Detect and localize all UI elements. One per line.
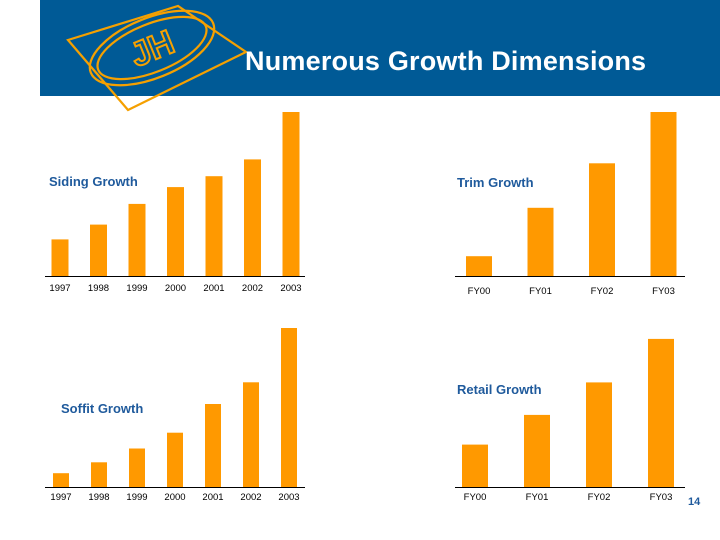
bar-fy03 [648, 338, 674, 487]
bar-1998 [91, 462, 107, 487]
slide-title: Numerous Growth Dimensions [245, 46, 647, 76]
x-tick-label: 2000 [164, 492, 185, 503]
siding-growth-chart: Siding Growth 1997 1998 1999 2000 2001 2002 200… [45, 112, 305, 294]
x-tick-label: FY01 [526, 492, 549, 503]
soffit-growth-chart: Soffit Growth 1997 1998 1999 2000 2001 2002 200… [45, 328, 305, 503]
bar-2003 [282, 112, 300, 276]
bar-1999 [129, 448, 145, 487]
bar-2001 [205, 404, 221, 487]
bar-2000 [167, 187, 184, 276]
x-tick-label: 1999 [126, 492, 147, 503]
chart-title: Soffit Growth [61, 401, 143, 416]
x-tick-label: FY01 [529, 286, 552, 297]
bar-2003 [281, 328, 297, 487]
x-tick-label: FY03 [652, 286, 675, 297]
x-tick-label: 2003 [280, 283, 301, 294]
logo-outer-ring [88, 9, 216, 87]
bar-2000 [167, 432, 183, 487]
x-tick-label: 2002 [240, 492, 261, 503]
page-number: 14 [688, 496, 701, 508]
x-tick-label: FY02 [588, 492, 611, 503]
x-tick-label: 1997 [49, 283, 70, 294]
x-tick-label: FY00 [464, 492, 487, 503]
bar-fy02 [589, 163, 615, 276]
x-tick-label: 2001 [203, 283, 224, 294]
x-tick-label: FY03 [650, 492, 673, 503]
logo-inner-ring [96, 15, 208, 81]
x-tick-label: FY00 [468, 286, 491, 297]
bar-fy03 [650, 112, 677, 276]
bar-fy00 [462, 444, 488, 487]
bar-1998 [90, 224, 107, 276]
bar-1999 [128, 203, 146, 276]
x-tick-label: 2000 [165, 283, 186, 294]
trim-growth-chart: Trim Growth FY00 FY01 FY02 FY03 [455, 112, 685, 297]
x-tick-label: 1998 [88, 283, 109, 294]
bar-1997 [53, 473, 69, 487]
bar-2002 [244, 159, 261, 276]
x-tick-label: 2003 [278, 492, 299, 503]
x-tick-label: 1998 [88, 492, 109, 503]
bar-fy01 [527, 207, 554, 276]
x-tick-label: FY02 [591, 286, 614, 297]
bar-fy00 [466, 256, 492, 276]
bar-2002 [243, 382, 259, 487]
bar-fy01 [524, 414, 550, 487]
chart-title: Trim Growth [457, 175, 534, 190]
x-tick-label: 2001 [202, 492, 223, 503]
x-tick-label: 1999 [126, 283, 147, 294]
chart-title: Retail Growth [457, 382, 542, 397]
retail-growth-chart: Retail Growth FY00 FY01 FY02 FY03 [455, 338, 685, 503]
chart-title: Siding Growth [49, 174, 138, 189]
x-tick-label: 2002 [242, 283, 263, 294]
bar-2001 [205, 176, 223, 276]
x-tick-label: 1997 [50, 492, 71, 503]
logo-diamond-outline [66, 4, 249, 112]
bar-fy02 [586, 382, 612, 487]
bar-1997 [51, 239, 69, 276]
jh-monogram-logo: JH [66, 4, 249, 112]
